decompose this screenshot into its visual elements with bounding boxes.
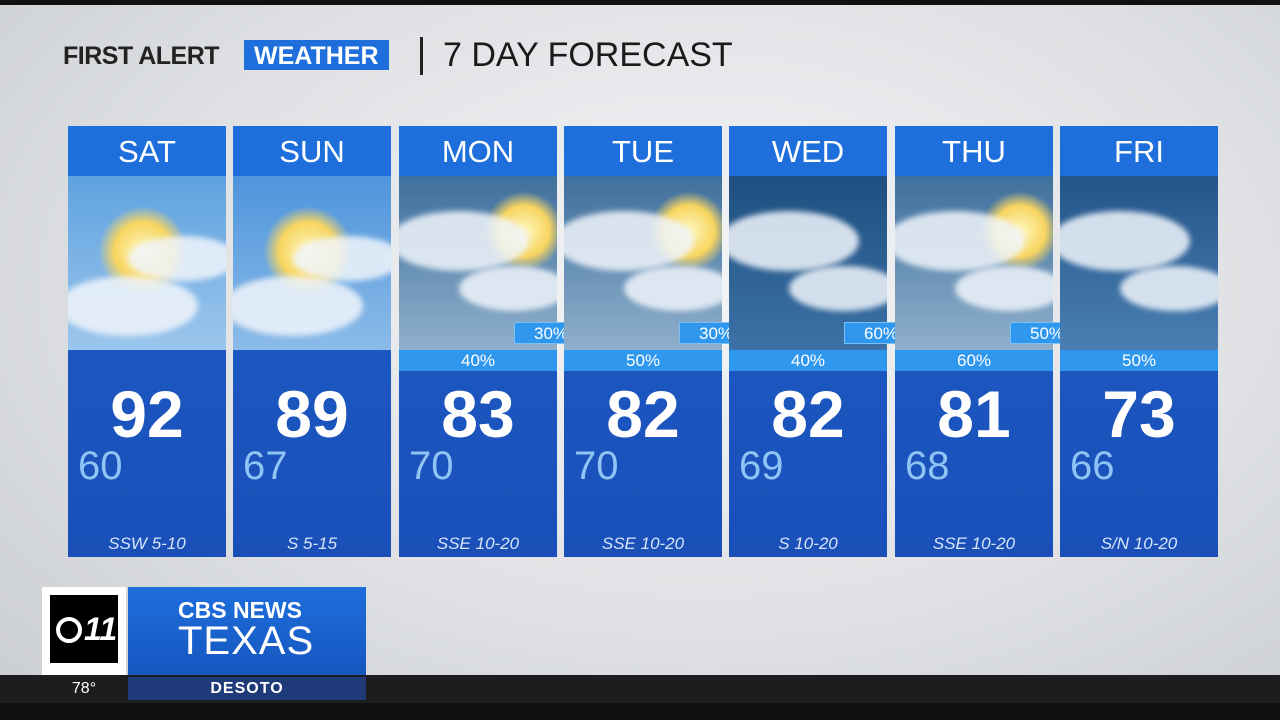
low-temp: 60 [78, 444, 123, 488]
high-temp: 92 [110, 377, 184, 451]
wind: S 10-20 [778, 534, 838, 553]
cloud [399, 211, 529, 271]
low-temp: 69 [739, 444, 784, 488]
network-box: CBS NEWS TEXAS [128, 587, 366, 675]
cloud [68, 276, 198, 336]
precip-chance: 50% [1060, 350, 1218, 371]
day-name: FRI [1060, 126, 1218, 176]
cloud [624, 266, 722, 311]
cloud [128, 236, 226, 281]
cloud [1060, 211, 1190, 271]
cloud [955, 266, 1053, 311]
day-name: SAT [68, 126, 226, 176]
high-temp: 82 [606, 377, 680, 451]
network-name: CBS NEWS [178, 597, 302, 623]
brand-second: WEATHER [244, 40, 389, 70]
low-temp: 70 [409, 444, 454, 488]
day-name: SUN [233, 126, 391, 176]
cloud [1120, 266, 1218, 311]
sky-image [233, 176, 391, 350]
cloud [564, 211, 694, 271]
sky-image [564, 176, 722, 350]
high-temp: 89 [275, 377, 349, 451]
region-name: TEXAS [178, 619, 315, 663]
precip-chance: 40% [399, 350, 557, 371]
high-temp: 81 [937, 377, 1011, 451]
logo-eye [56, 617, 82, 643]
wind: SSE 10-20 [436, 534, 520, 553]
sky-image [729, 176, 887, 350]
divider [420, 37, 423, 75]
cloud [293, 236, 391, 281]
day-column: WED 40% 82 69 S 10-20 [729, 126, 887, 557]
sky-image [399, 176, 557, 350]
page-title: 7 DAY FORECAST [443, 36, 733, 74]
day-column: THU 60% 81 68 SSE 10-20 [895, 126, 1053, 557]
wind: S/N 10-20 [1100, 534, 1178, 553]
cloud [459, 266, 557, 311]
location: DESOTO [128, 677, 366, 700]
day-name: THU [895, 126, 1053, 176]
sky-image [1060, 176, 1218, 350]
low-temp: 68 [905, 444, 950, 488]
day-column: SAT 92 60 SSW 5-10 [68, 126, 226, 557]
cloud [789, 266, 887, 311]
cloud [895, 211, 1025, 271]
wind: SSW 5-10 [108, 534, 186, 553]
wind: SSE 10-20 [932, 534, 1016, 553]
temperature: 78° [71, 680, 97, 697]
low-temp: 66 [1070, 444, 1115, 488]
cloud [233, 276, 363, 336]
day-column: FRI 50% 73 66 S/N 10-20 [1060, 126, 1218, 557]
day-column: SUN 89 67 S 5-15 [233, 126, 391, 557]
high-temp: 73 [1102, 377, 1176, 451]
high-temp: 82 [771, 377, 845, 451]
sky-image [68, 176, 226, 350]
day-name: WED [729, 126, 887, 176]
precip-chance: 60% [895, 350, 1053, 371]
precip-chance: 50% [564, 350, 722, 371]
low-temp: 70 [574, 444, 619, 488]
cloud [729, 211, 859, 271]
sky-image [895, 176, 1053, 350]
day-name: MON [399, 126, 557, 176]
wind: SSE 10-20 [601, 534, 685, 553]
logo-box: 11 [42, 587, 126, 675]
high-temp: 83 [441, 377, 515, 451]
logo-number: 11 [84, 611, 118, 647]
wind: S 5-15 [286, 534, 338, 553]
bottom-edge [0, 703, 1280, 720]
top-bar [0, 0, 1280, 5]
day-name: TUE [564, 126, 722, 176]
day-column: TUE 50% 82 70 SSE 10-20 [564, 126, 722, 557]
brand-first: FIRST ALERT [63, 42, 220, 70]
logo-inner: 11 [50, 595, 118, 663]
low-temp: 67 [243, 444, 288, 488]
precip-chance: 40% [729, 350, 887, 371]
